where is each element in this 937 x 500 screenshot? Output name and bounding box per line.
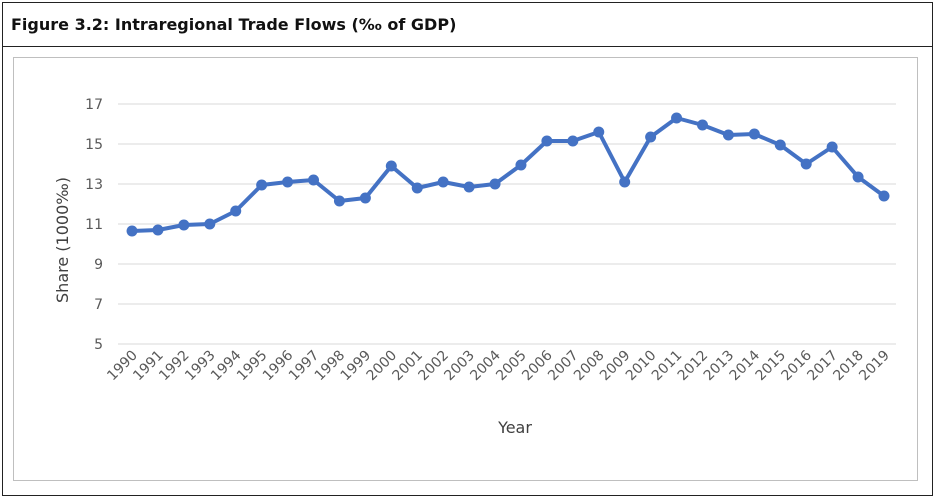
data-point [333, 195, 345, 207]
data-point [567, 135, 579, 147]
y-tick-labels: 5 7 9 11 13 15 17 [85, 97, 103, 353]
figure-title: Figure 3.2: Intraregional Trade Flows (‰… [11, 15, 457, 34]
data-point [282, 176, 294, 188]
x-tick-labels: 1990199119921993199419951996199719981999… [104, 347, 893, 384]
data-point [126, 225, 138, 237]
x-axis-label: Year [497, 418, 532, 437]
data-point [359, 192, 371, 204]
data-points [126, 112, 890, 237]
data-point [619, 176, 631, 188]
chart-area [13, 57, 918, 481]
y-tick-label: 5 [94, 337, 103, 353]
data-point [204, 218, 216, 230]
data-point [748, 128, 760, 140]
data-point [852, 171, 864, 183]
data-point [385, 160, 397, 172]
y-tick-label: 11 [85, 217, 103, 233]
data-point [463, 181, 475, 193]
data-point [774, 139, 786, 151]
data-point [489, 178, 501, 190]
gridlines [118, 103, 896, 345]
y-tick-label: 17 [85, 97, 103, 113]
data-point [178, 219, 190, 231]
x-tick-label: 2019 [856, 348, 893, 385]
y-axis-label: Share (1000‰) [53, 177, 72, 303]
figure-title-bar: Figure 3.2: Intraregional Trade Flows (‰… [3, 3, 932, 47]
data-point [256, 179, 268, 191]
data-point [800, 158, 812, 170]
data-point [878, 190, 890, 202]
data-point [411, 182, 423, 194]
data-point [152, 224, 164, 236]
series-line [131, 116, 886, 233]
data-point [230, 205, 242, 217]
y-tick-label: 7 [94, 297, 103, 313]
data-point [645, 131, 657, 143]
data-point [826, 141, 838, 153]
data-point [541, 135, 553, 147]
data-point [593, 126, 605, 138]
data-point [308, 174, 320, 186]
data-point [671, 112, 683, 124]
data-point [515, 159, 527, 171]
y-tick-label: 13 [85, 177, 103, 193]
data-point [722, 129, 734, 141]
data-point [437, 176, 449, 188]
y-tick-label: 9 [94, 257, 103, 273]
data-point [696, 119, 708, 131]
y-tick-label: 15 [85, 137, 103, 153]
